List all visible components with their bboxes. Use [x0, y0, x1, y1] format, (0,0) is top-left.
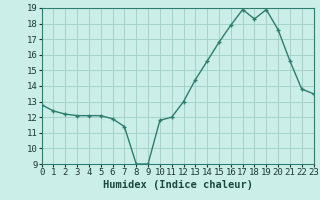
- X-axis label: Humidex (Indice chaleur): Humidex (Indice chaleur): [103, 180, 252, 190]
